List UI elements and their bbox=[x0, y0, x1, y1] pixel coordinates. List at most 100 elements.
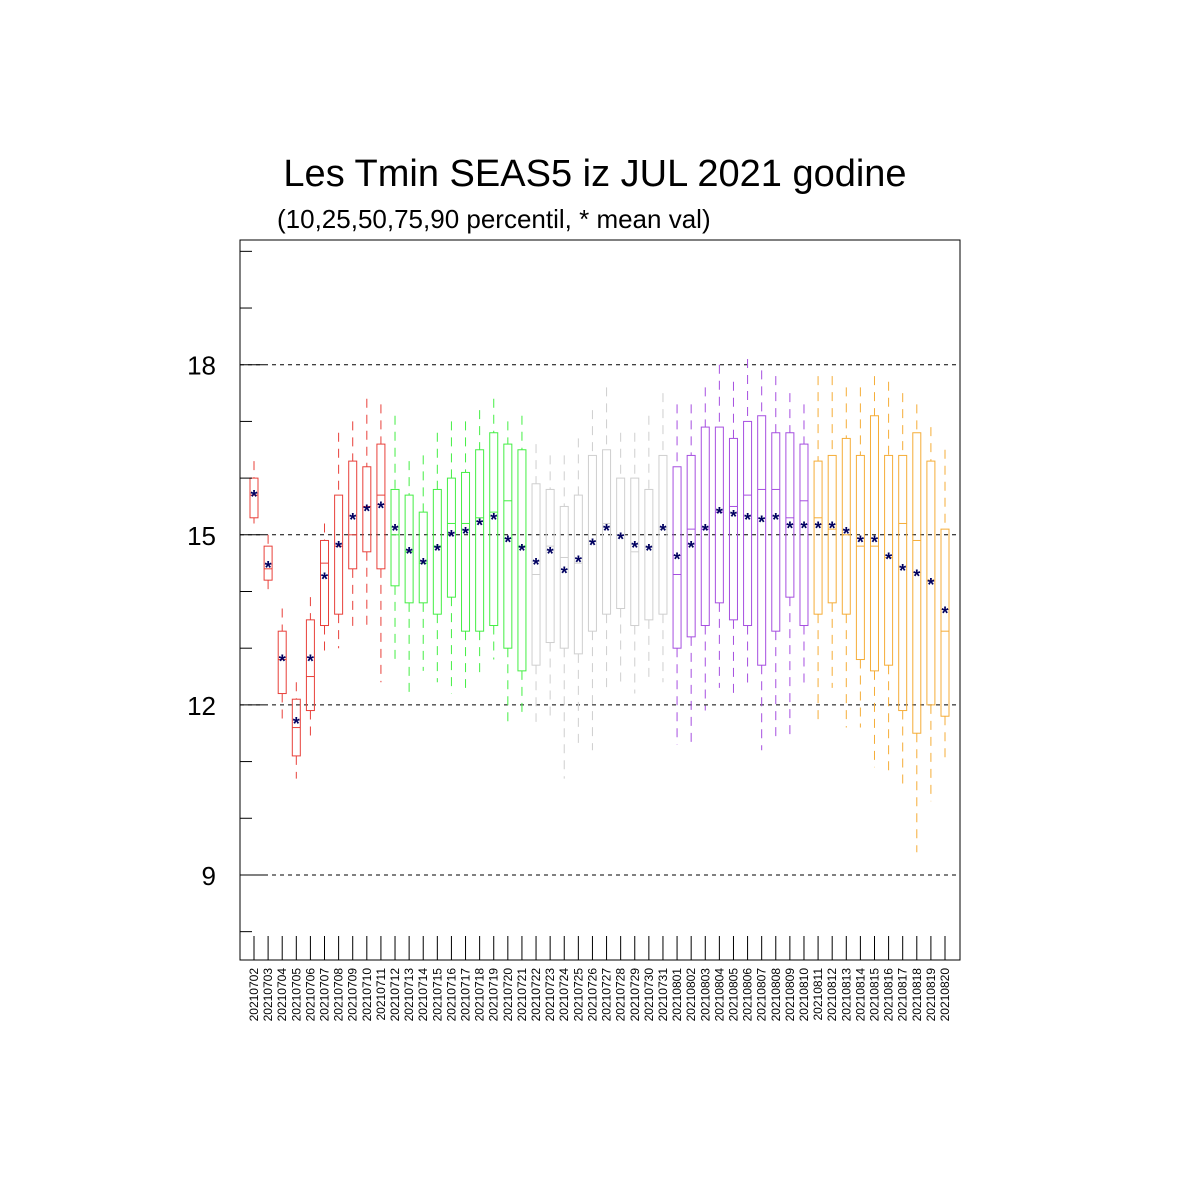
box-20210706 bbox=[305, 597, 315, 739]
mean-marker-20210811: * bbox=[815, 518, 822, 538]
xtick-label-3: 20210705 bbox=[289, 968, 303, 1022]
box-20210803 bbox=[700, 387, 710, 711]
box-iqr bbox=[263, 545, 273, 581]
mean-marker-20210806: * bbox=[744, 510, 751, 530]
mean-marker-20210803: * bbox=[702, 521, 709, 541]
box-20210702 bbox=[249, 461, 259, 524]
mean-marker-20210712: * bbox=[392, 521, 399, 541]
xtick-label-35: 20210806 bbox=[741, 968, 755, 1022]
box-iqr bbox=[446, 477, 456, 598]
box-iqr bbox=[813, 460, 823, 615]
box-iqr bbox=[940, 528, 950, 717]
mean-marker-20210807: * bbox=[758, 513, 765, 533]
mean-marker-20210729: * bbox=[631, 538, 638, 558]
box-iqr bbox=[573, 494, 583, 655]
box-iqr bbox=[545, 488, 555, 644]
xtick-label-13: 20210715 bbox=[430, 968, 444, 1022]
xtick-label-33: 20210804 bbox=[712, 968, 726, 1022]
box-iqr bbox=[912, 432, 922, 734]
box-20210705 bbox=[291, 682, 301, 779]
box-20210725 bbox=[573, 438, 583, 745]
ytick-label-0: 9 bbox=[202, 861, 216, 891]
box-20210816 bbox=[884, 381, 894, 773]
xtick-label-31: 20210802 bbox=[684, 968, 698, 1022]
xtick-label-20: 20210722 bbox=[529, 968, 543, 1022]
xtick-label-19: 20210721 bbox=[515, 968, 529, 1022]
xtick-label-7: 20210709 bbox=[346, 968, 360, 1022]
xtick-label-38: 20210809 bbox=[783, 968, 797, 1022]
box-20210808 bbox=[771, 376, 781, 739]
mean-marker-20210707: * bbox=[321, 569, 328, 589]
mean-marker-20210710: * bbox=[363, 501, 370, 521]
xtick-label-16: 20210718 bbox=[473, 968, 487, 1022]
xtick-label-28: 20210730 bbox=[642, 968, 656, 1022]
box-20210729 bbox=[630, 432, 640, 694]
xtick-label-22: 20210724 bbox=[557, 968, 571, 1022]
box-iqr bbox=[799, 443, 809, 627]
mean-marker-20210702: * bbox=[250, 487, 257, 507]
xtick-label-6: 20210708 bbox=[332, 968, 346, 1022]
box-iqr bbox=[771, 432, 781, 632]
box-20210817 bbox=[898, 393, 908, 790]
box-iqr bbox=[841, 437, 851, 615]
box-20210820 bbox=[940, 449, 950, 762]
box-iqr bbox=[757, 415, 767, 666]
box-20210711 bbox=[376, 404, 386, 683]
mean-marker-20210714: * bbox=[420, 555, 427, 575]
gridlines bbox=[240, 364, 960, 876]
box-20210806 bbox=[743, 359, 753, 688]
xtick-label-4: 20210706 bbox=[303, 968, 317, 1022]
box-20210704 bbox=[277, 608, 287, 722]
box-20210819 bbox=[926, 427, 936, 802]
box-20210712 bbox=[390, 415, 400, 666]
box-iqr bbox=[475, 449, 485, 632]
box-20210719 bbox=[489, 398, 499, 660]
mean-marker-20210721: * bbox=[518, 541, 525, 561]
xtick-label-39: 20210810 bbox=[797, 968, 811, 1022]
box-iqr bbox=[616, 477, 626, 610]
mean-marker-20210728: * bbox=[617, 530, 624, 550]
mean-marker-20210716: * bbox=[448, 527, 455, 547]
mean-marker-20210815: * bbox=[871, 532, 878, 552]
xtick-label-14: 20210716 bbox=[444, 968, 458, 1022]
xtick-label-29: 20210731 bbox=[656, 968, 670, 1022]
ytick-label-1: 12 bbox=[187, 691, 216, 721]
xtick-label-42: 20210813 bbox=[839, 968, 853, 1022]
box-iqr bbox=[686, 454, 696, 638]
box-20210713 bbox=[404, 461, 414, 694]
ytick-label-2: 15 bbox=[187, 521, 216, 551]
xtick-label-23: 20210725 bbox=[571, 968, 585, 1022]
box-20210809 bbox=[785, 393, 795, 739]
y-axis: 9 12 15 18 bbox=[187, 250, 264, 933]
mean-marker-20210704: * bbox=[279, 652, 286, 672]
box-iqr bbox=[461, 471, 471, 632]
mean-marker-20210703: * bbox=[265, 558, 272, 578]
box-20210813 bbox=[841, 387, 851, 728]
mean-marker-20210726: * bbox=[589, 535, 596, 555]
box-iqr bbox=[334, 494, 344, 615]
mean-marker-20210724: * bbox=[561, 564, 568, 584]
box-20210728 bbox=[616, 432, 626, 683]
xtick-label-1: 20210703 bbox=[261, 968, 275, 1022]
box-20210703 bbox=[263, 534, 273, 592]
box-20210722 bbox=[531, 444, 541, 722]
xtick-label-45: 20210816 bbox=[882, 968, 896, 1022]
xtick-label-46: 20210817 bbox=[896, 968, 910, 1022]
box-20210714 bbox=[418, 455, 428, 671]
mean-marker-20210818: * bbox=[913, 566, 920, 586]
xtick-label-26: 20210728 bbox=[614, 968, 628, 1022]
box-20210812 bbox=[827, 376, 837, 688]
chart-title: Les Tmin SEAS5 iz JUL 2021 godine bbox=[283, 153, 906, 195]
mean-marker-20210810: * bbox=[800, 518, 807, 538]
mean-marker-20210725: * bbox=[575, 552, 582, 572]
box-iqr bbox=[743, 420, 753, 627]
mean-marker-20210722: * bbox=[533, 555, 540, 575]
mean-markers: * * * * * * * * * * * * * * * * * * * * * * * * * * * * * * * * * * * * * * * *… bbox=[250, 487, 948, 734]
mean-marker-20210705: * bbox=[293, 714, 300, 734]
mean-marker-20210727: * bbox=[603, 521, 610, 541]
mean-marker-20210717: * bbox=[462, 524, 469, 544]
box-20210802 bbox=[686, 404, 696, 745]
ytick-label-3: 18 bbox=[187, 351, 216, 381]
xtick-label-27: 20210729 bbox=[628, 968, 642, 1022]
box-iqr bbox=[785, 432, 795, 598]
